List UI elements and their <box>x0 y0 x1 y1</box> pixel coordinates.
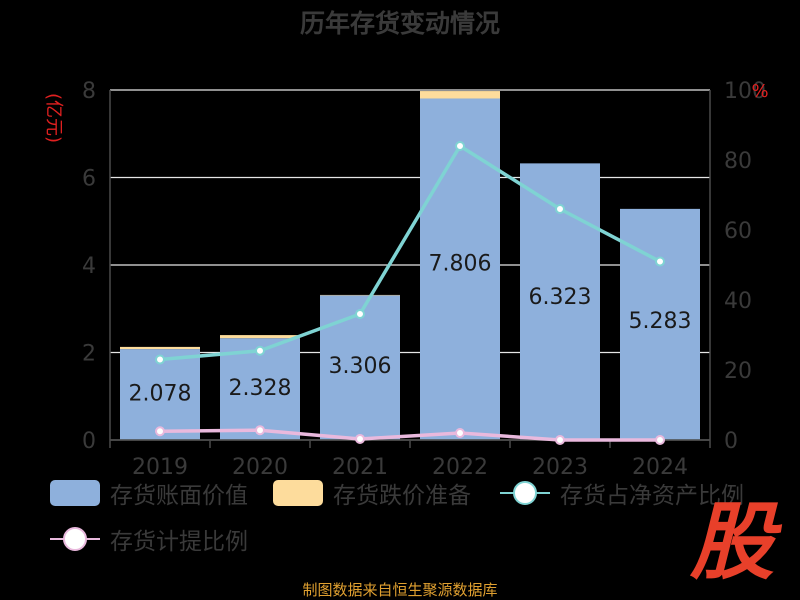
point-provision-ratio <box>655 435 665 445</box>
y-right-tick-label: 40 <box>724 289 752 314</box>
data-label-inventory-value: 2.078 <box>129 382 192 407</box>
y-right-tick-label: 80 <box>724 149 752 174</box>
data-label-inventory-value: 7.806 <box>429 251 492 276</box>
data-label-inventory-value: 2.328 <box>229 376 292 401</box>
data-label-inventory-value: 6.323 <box>529 285 592 310</box>
x-tick-label: 2022 <box>432 455 488 480</box>
point-net-asset-ratio <box>255 345 265 356</box>
legend-item-inventory-value[interactable]: 存货账面价值 <box>50 476 248 510</box>
series-line-provision-ratio <box>159 428 660 442</box>
y-left-tick-label: 6 <box>82 167 96 192</box>
point-net-asset-ratio <box>555 204 565 214</box>
legend-item-provision-ratio[interactable]: 存货计提比例 <box>50 522 248 556</box>
chart-title: 历年存货变动情况 <box>300 9 500 38</box>
legend-label-provision-ratio: 存货计提比例 <box>110 529 248 555</box>
bar-inventory-provision <box>420 91 500 99</box>
data-label-inventory-value: 3.306 <box>329 354 392 379</box>
y-left-tick-label: 0 <box>82 429 96 454</box>
x-tick-label: 2023 <box>532 455 588 480</box>
y-left-tick-label: 2 <box>82 342 96 367</box>
x-tick-label: 2019 <box>132 455 188 480</box>
y-right-tick-label: 0 <box>724 429 738 454</box>
x-tick-label: 2020 <box>232 455 288 480</box>
point-net-asset-ratio <box>455 141 465 151</box>
point-provision-ratio <box>455 428 465 438</box>
bar-inventory-value <box>320 295 400 440</box>
source-footer: 制图数据来自恒生聚源数据库 <box>302 581 498 599</box>
legend-swatch-inventory-value <box>50 480 100 506</box>
legend-swatch-inventory-provision <box>273 480 323 506</box>
brand-logo: 股 <box>690 493 775 591</box>
point-net-asset-ratio <box>355 309 365 319</box>
x-tick-label: 2024 <box>632 455 688 480</box>
legend-label-net-asset-ratio: 存货占净资产比例 <box>560 483 744 509</box>
y-left-tick-label: 4 <box>82 254 96 279</box>
legend-swatch-provision-ratio <box>50 526 100 552</box>
y-left-tick-label: 8 <box>82 79 96 104</box>
point-provision-ratio <box>255 425 265 436</box>
y-right-tick-label: 20 <box>724 359 752 384</box>
data-label-inventory-value: 5.283 <box>629 309 692 334</box>
y-right-tick-label: 100 <box>724 79 766 104</box>
y-right-axis-label: % <box>751 81 768 102</box>
bar-inventory-value <box>420 98 500 441</box>
legend-label-inventory-provision: 存货跌价准备 <box>333 483 471 509</box>
legend-label-inventory-value: 存货账面价值 <box>110 483 248 509</box>
point-net-asset-ratio <box>155 354 165 365</box>
point-provision-ratio <box>155 426 165 437</box>
legend-item-inventory-provision[interactable]: 存货跌价准备 <box>273 476 471 510</box>
bar-inventory-provision <box>220 335 300 339</box>
y-right-tick-label: 60 <box>724 219 752 244</box>
point-net-asset-ratio <box>655 256 665 267</box>
series-line-net-asset-ratio <box>159 144 661 362</box>
legend-swatch-net-asset-ratio <box>500 480 550 506</box>
point-provision-ratio <box>355 433 365 444</box>
x-tick-label: 2021 <box>332 455 388 480</box>
y-left-axis-label: (亿元) <box>43 93 64 143</box>
legend-item-net-asset-ratio[interactable]: 存货占净资产比例 <box>500 476 744 510</box>
point-provision-ratio <box>555 435 565 445</box>
legend: 存货账面价值 存货跌价准备 存货占净资产比例 存货计提比例 <box>0 468 800 558</box>
bar-inventory-provision <box>120 346 200 350</box>
